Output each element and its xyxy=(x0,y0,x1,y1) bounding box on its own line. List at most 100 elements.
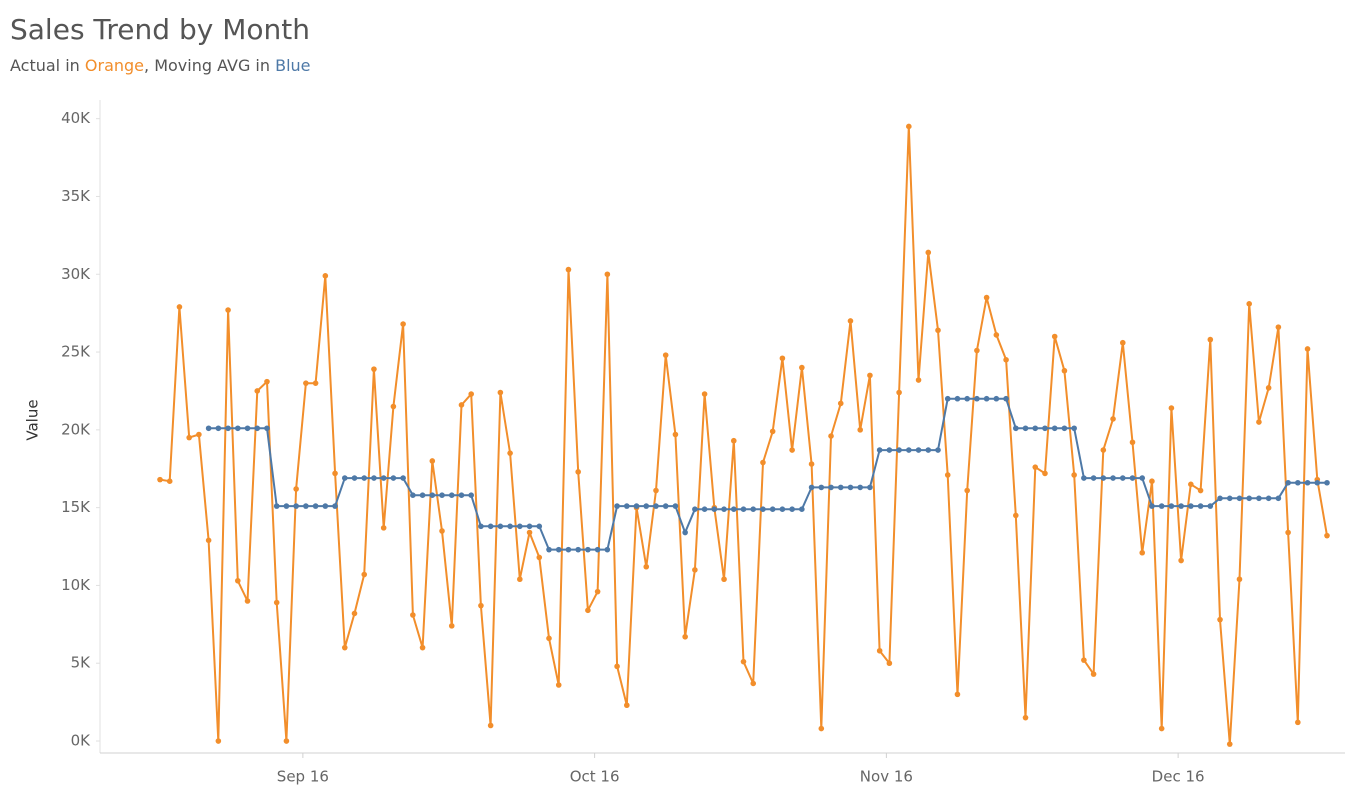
data-point xyxy=(906,447,912,453)
data-point xyxy=(624,702,630,709)
data-point xyxy=(1032,464,1039,470)
data-point xyxy=(555,546,562,553)
data-point xyxy=(896,447,902,453)
data-point xyxy=(293,486,299,492)
data-point xyxy=(1051,333,1058,340)
data-point xyxy=(390,403,397,410)
data-point xyxy=(867,484,873,491)
data-point xyxy=(1256,419,1262,425)
data-point xyxy=(925,249,932,256)
data-point xyxy=(468,391,475,397)
data-point xyxy=(1226,495,1233,502)
data-point xyxy=(1246,301,1252,307)
data-point xyxy=(565,546,572,553)
data-point xyxy=(1207,503,1214,509)
data-point xyxy=(166,478,173,484)
data-point xyxy=(546,546,552,553)
data-point xyxy=(789,447,795,453)
data-point xyxy=(264,378,270,385)
data-point xyxy=(1168,503,1175,509)
data-point xyxy=(303,503,309,509)
data-point xyxy=(857,427,863,433)
data-point xyxy=(497,523,504,530)
data-point xyxy=(312,380,319,386)
data-point xyxy=(1324,532,1330,539)
data-point xyxy=(1168,405,1175,411)
data-point xyxy=(721,506,727,512)
data-point xyxy=(1178,503,1184,509)
data-point xyxy=(1236,576,1243,583)
subtitle-part: Actual in xyxy=(10,56,85,75)
data-point xyxy=(497,389,504,396)
data-point xyxy=(555,682,562,688)
data-point xyxy=(760,506,766,512)
data-point xyxy=(1042,425,1048,432)
data-point xyxy=(293,503,299,509)
data-point xyxy=(1071,425,1077,432)
data-point xyxy=(361,571,368,578)
x-tick-label: Nov 16 xyxy=(860,768,913,786)
data-point xyxy=(915,447,922,453)
data-point xyxy=(254,425,261,432)
data-point xyxy=(1188,503,1194,509)
data-point xyxy=(760,459,766,466)
data-point xyxy=(624,503,630,509)
data-point xyxy=(419,644,426,651)
data-point xyxy=(740,506,747,512)
data-point xyxy=(341,475,348,481)
data-point xyxy=(633,503,640,509)
data-point xyxy=(847,484,854,491)
data-point xyxy=(964,487,970,494)
data-point xyxy=(439,492,445,498)
data-point xyxy=(419,492,426,498)
data-point xyxy=(896,389,902,396)
data-point xyxy=(682,633,688,640)
data-point xyxy=(371,366,377,372)
data-point xyxy=(1061,367,1068,374)
data-point xyxy=(954,691,961,698)
y-tick-label: 40K xyxy=(61,109,91,127)
data-point xyxy=(468,492,475,498)
data-point xyxy=(273,503,280,509)
data-point xyxy=(799,506,805,512)
y-tick-label: 35K xyxy=(61,187,91,205)
data-point xyxy=(1081,475,1087,481)
data-point xyxy=(643,503,650,509)
data-point xyxy=(361,475,368,481)
data-point xyxy=(750,680,757,687)
data-point xyxy=(312,503,319,509)
data-point xyxy=(1090,475,1097,481)
data-point xyxy=(1197,487,1204,494)
x-tick-label: Oct 16 xyxy=(570,768,620,786)
data-point xyxy=(721,576,727,583)
data-point xyxy=(740,658,747,665)
data-point xyxy=(1149,503,1155,509)
data-point xyxy=(478,602,484,609)
data-point xyxy=(235,577,241,584)
data-point xyxy=(974,395,980,402)
data-point xyxy=(837,484,844,491)
data-point xyxy=(886,660,893,667)
data-point xyxy=(1304,479,1311,486)
data-point xyxy=(954,395,961,402)
data-point xyxy=(380,525,387,531)
data-point xyxy=(876,647,883,654)
data-point xyxy=(1188,481,1194,488)
y-tick-label: 25K xyxy=(61,343,91,361)
data-point xyxy=(283,503,290,509)
data-point xyxy=(857,484,863,491)
data-point xyxy=(536,554,543,561)
data-point xyxy=(1022,714,1029,721)
data-point xyxy=(575,546,581,553)
data-point xyxy=(1051,425,1058,432)
y-tick-label: 20K xyxy=(61,420,91,438)
data-point xyxy=(1158,503,1165,509)
data-point xyxy=(906,123,912,130)
data-point xyxy=(983,395,990,402)
data-point xyxy=(526,529,533,536)
data-point xyxy=(273,599,280,606)
data-point xyxy=(614,503,620,509)
data-point xyxy=(1081,657,1087,663)
data-point xyxy=(983,294,990,301)
